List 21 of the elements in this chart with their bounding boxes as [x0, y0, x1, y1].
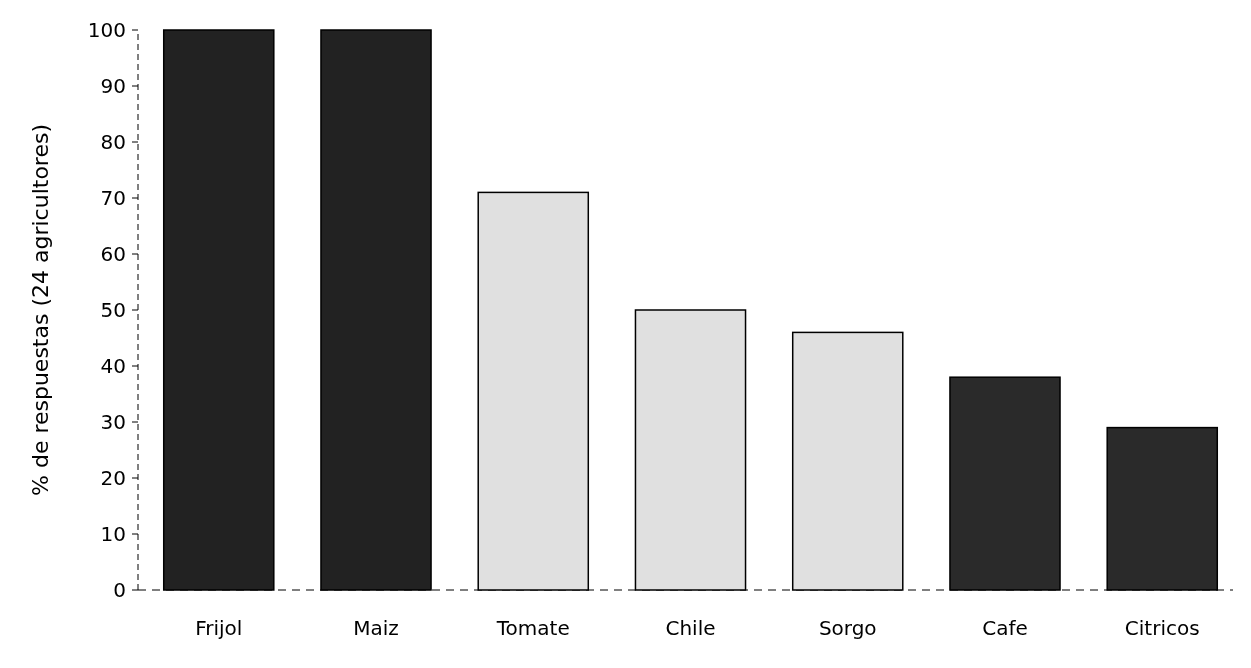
- y-tick-label: 100: [87, 18, 126, 42]
- y-tick-label: 10: [100, 522, 126, 546]
- bar: [791, 331, 904, 591]
- x-tick-label: Citricos: [1124, 616, 1200, 640]
- y-tick-label: 40: [100, 354, 126, 378]
- y-tick-label: 80: [100, 130, 126, 154]
- x-tick-label: Chile: [665, 616, 716, 640]
- y-tick-label: 20: [100, 466, 126, 490]
- x-tick-label: Cafe: [982, 616, 1028, 640]
- y-tick-label: 60: [100, 242, 126, 266]
- x-tick-label: Sorgo: [818, 616, 877, 640]
- x-tick-label: Tomate: [495, 616, 570, 640]
- y-tick-label: 90: [100, 74, 126, 98]
- x-tick-label: Frijol: [195, 616, 243, 640]
- y-tick-label: 70: [100, 186, 126, 210]
- x-tick-label: Maiz: [353, 616, 399, 640]
- y-axis-title: % de respuestas (24 agricultores): [28, 124, 53, 496]
- y-tick-label: 50: [100, 298, 126, 322]
- y-tick-label: 0: [113, 578, 126, 602]
- bar: [162, 29, 275, 591]
- y-tick-label: 30: [100, 410, 126, 434]
